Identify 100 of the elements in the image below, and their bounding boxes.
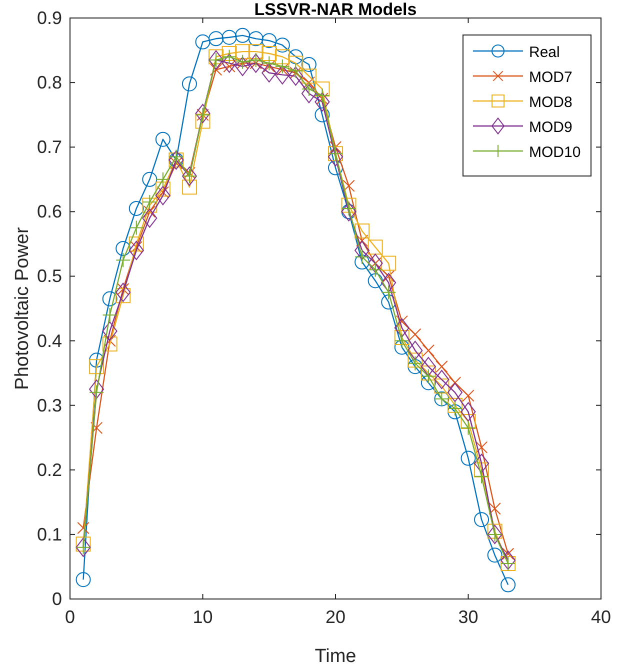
point xyxy=(500,577,516,592)
point xyxy=(342,180,355,192)
point xyxy=(368,273,383,288)
point xyxy=(182,76,197,92)
point xyxy=(142,172,158,187)
point xyxy=(368,240,383,255)
y-tick-label: 0.4 xyxy=(36,330,62,351)
x-tick-label: 0 xyxy=(64,607,76,627)
point xyxy=(381,256,396,271)
point xyxy=(116,240,131,256)
point xyxy=(89,359,104,374)
point xyxy=(301,68,316,84)
x-tick-label: 40 xyxy=(590,607,612,627)
point xyxy=(102,321,118,341)
point xyxy=(408,340,423,360)
point xyxy=(487,548,502,563)
point xyxy=(76,536,91,552)
point xyxy=(263,60,276,73)
point xyxy=(394,330,410,346)
y-tick-label: 0.9 xyxy=(36,8,62,28)
point xyxy=(77,522,90,534)
point xyxy=(222,54,237,73)
point xyxy=(462,390,474,402)
point xyxy=(447,404,462,420)
point xyxy=(90,422,103,434)
legend-label: MOD9 xyxy=(529,119,572,136)
point xyxy=(144,206,156,218)
point xyxy=(142,198,158,213)
point xyxy=(434,378,450,394)
point xyxy=(341,198,356,213)
point xyxy=(301,84,316,104)
point xyxy=(460,450,476,466)
y-tick-label: 0.7 xyxy=(36,137,62,158)
point xyxy=(368,262,383,278)
y-tick-label: 0.8 xyxy=(36,72,62,93)
point xyxy=(408,356,423,371)
point xyxy=(102,307,118,322)
point xyxy=(500,550,516,570)
point xyxy=(222,30,237,45)
point xyxy=(274,49,290,64)
point xyxy=(328,160,343,176)
point xyxy=(488,502,501,515)
point xyxy=(301,56,316,72)
point xyxy=(381,273,396,292)
point xyxy=(128,240,144,260)
point xyxy=(155,186,170,206)
point xyxy=(341,200,356,216)
point xyxy=(420,368,436,384)
point xyxy=(116,282,131,302)
point xyxy=(168,149,184,164)
point xyxy=(474,454,490,474)
point xyxy=(262,46,277,62)
point xyxy=(460,414,476,429)
point xyxy=(235,44,250,60)
point xyxy=(288,66,304,86)
point xyxy=(128,200,144,216)
point xyxy=(354,254,370,270)
point xyxy=(235,28,250,43)
point xyxy=(394,340,410,355)
point xyxy=(142,208,158,228)
point xyxy=(274,38,290,53)
point xyxy=(102,291,118,306)
point xyxy=(460,420,476,436)
point xyxy=(222,46,237,62)
point xyxy=(102,336,118,352)
y-tick-label: 0 xyxy=(52,589,62,609)
point xyxy=(474,512,490,528)
point xyxy=(356,234,368,247)
legend-label: Real xyxy=(529,44,560,61)
point xyxy=(302,76,316,89)
y-tick-label: 0.6 xyxy=(36,202,62,222)
point xyxy=(314,88,330,103)
x-tick-label: 30 xyxy=(458,607,478,627)
point xyxy=(262,63,277,82)
point xyxy=(409,328,422,340)
point xyxy=(274,58,290,74)
y-tick-label: 0.2 xyxy=(36,460,62,480)
x-tick-label: 10 xyxy=(192,607,213,627)
y-tick-label: 0.5 xyxy=(36,266,62,286)
point xyxy=(368,254,383,273)
point xyxy=(354,224,370,239)
x-axis-title: Time xyxy=(314,646,356,667)
point xyxy=(195,114,210,129)
y-tick-label: 0.1 xyxy=(36,524,62,544)
point xyxy=(408,359,423,374)
point xyxy=(288,63,304,78)
point xyxy=(447,398,462,413)
point xyxy=(248,31,264,46)
y-tick-label: 0.3 xyxy=(36,395,62,416)
point xyxy=(210,64,222,76)
x-tick-label: 20 xyxy=(325,607,346,627)
point xyxy=(262,33,277,48)
point xyxy=(460,402,476,422)
point xyxy=(142,194,158,210)
point xyxy=(301,82,316,97)
point xyxy=(274,65,290,84)
point xyxy=(155,182,170,197)
legend-label: MOD8 xyxy=(529,94,572,111)
point xyxy=(420,357,436,376)
point xyxy=(116,252,131,268)
